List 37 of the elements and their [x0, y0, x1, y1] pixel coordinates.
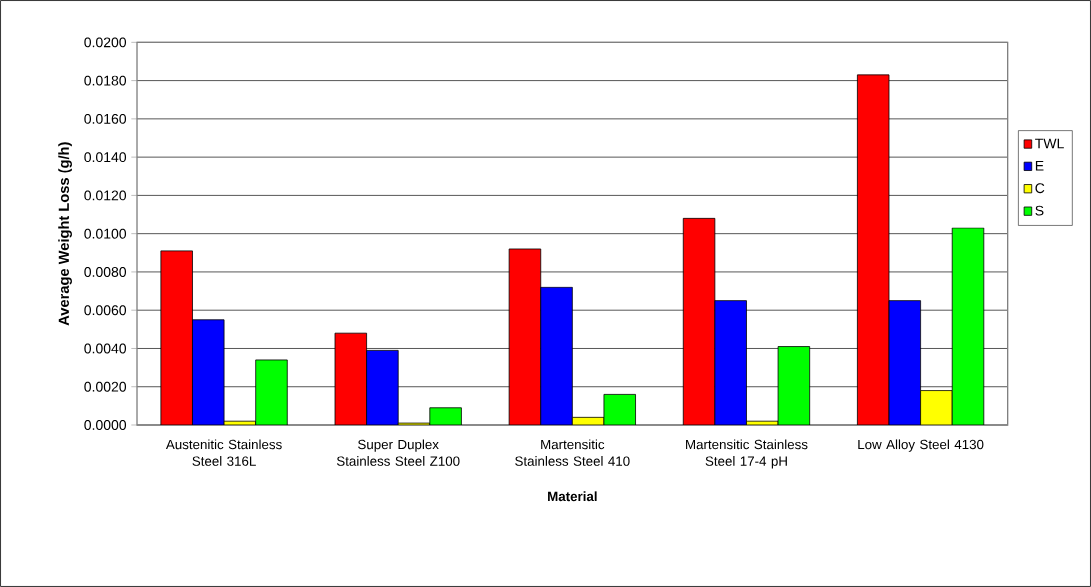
bar — [334, 332, 368, 425]
y-tick-label: 0.0140 — [84, 152, 127, 163]
bar — [857, 74, 890, 425]
bar — [508, 248, 542, 425]
bar — [888, 300, 922, 425]
y-tick-label: 0.0080 — [84, 266, 127, 277]
y-tick-label: 0.0040 — [84, 343, 127, 354]
x-tick-label: Martensitic Stainless Steel 410 — [515, 439, 630, 466]
y-tick-label: 0.0020 — [84, 381, 127, 392]
x-tick-label: Super Duplex Stainless Steel Z100 — [336, 439, 460, 466]
x-tick-label: Low Alloy Steel 4130 — [858, 439, 984, 452]
y-tick-label: 0.0200 — [84, 37, 127, 48]
bar — [366, 349, 399, 425]
bar — [429, 407, 462, 425]
bar — [160, 250, 193, 425]
bar — [603, 393, 636, 425]
bar — [777, 346, 811, 425]
legend-label: C — [1035, 183, 1045, 194]
x-tick-label: Austenitic Stainless Steel 316L — [165, 439, 282, 466]
y-axis-title: Average Weight Loss (g/h) — [58, 142, 72, 326]
bar — [192, 319, 225, 425]
y-tick-label: 0.0100 — [84, 228, 127, 239]
y-tick-label: 0.0180 — [84, 75, 127, 86]
bar — [951, 227, 985, 425]
y-tick-label: 0.0000 — [84, 420, 127, 430]
bar — [540, 286, 573, 425]
legend-label: TWL — [1035, 138, 1064, 149]
legend-label: E — [1035, 160, 1044, 171]
y-tick-label: 0.0160 — [84, 113, 127, 124]
y-tick-label: 0.0060 — [84, 305, 127, 316]
bar — [714, 300, 747, 425]
y-tick-label: 0.0120 — [84, 190, 127, 201]
bar — [682, 217, 716, 425]
x-tick-label: Martensitic Stainless Steel 17-4 pH — [686, 439, 808, 469]
legend-label: S — [1035, 205, 1044, 216]
bar — [255, 359, 288, 425]
x-axis-title: Material — [548, 491, 597, 502]
